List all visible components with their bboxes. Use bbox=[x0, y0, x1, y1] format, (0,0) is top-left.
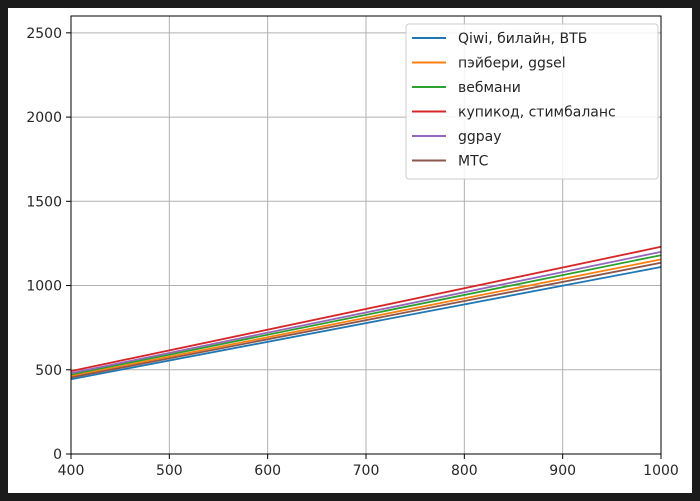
legend-box bbox=[405, 23, 659, 180]
legend-label: МТС bbox=[458, 154, 489, 170]
y-tick-label: 1500 bbox=[26, 194, 62, 210]
x-tick-label: 1000 bbox=[643, 463, 679, 479]
legend-label: Qiwi, билайн, ВТБ bbox=[458, 31, 587, 47]
line-chart: 400 500 600 700 800 900 1000 0 500 1000 1500 2000 25… bbox=[26, 15, 679, 479]
x-tick-label: 900 bbox=[549, 463, 576, 479]
legend-label: ggpay bbox=[458, 129, 502, 145]
series-line bbox=[70, 254, 662, 376]
x-tick-label: 700 bbox=[353, 463, 380, 479]
y-tick-label: 0 bbox=[53, 447, 62, 463]
legend-label: пэйбери, ggsel bbox=[458, 56, 566, 72]
y-tick-label: 2500 bbox=[26, 26, 62, 42]
y-tick-label: 1000 bbox=[26, 279, 62, 295]
series-lines bbox=[70, 245, 662, 381]
legend-label: вебмани bbox=[458, 80, 521, 96]
x-tick-label: 400 bbox=[58, 463, 85, 479]
series-line bbox=[70, 250, 662, 375]
figure: 400 500 600 700 800 900 1000 0 500 1000 1500 2000 25… bbox=[8, 8, 692, 493]
series-line bbox=[70, 245, 662, 372]
x-tick-label: 500 bbox=[156, 463, 183, 479]
legend-label: купикод, стимбаланс bbox=[458, 105, 616, 121]
legend: Qiwi, билайн, ВТБ пэйбери, ggsel вебмани ку… bbox=[405, 23, 659, 180]
series-line bbox=[70, 266, 662, 381]
axis-ticks: 400 500 600 700 800 900 1000 0 500 1000 1500 2000 25… bbox=[26, 26, 678, 479]
x-tick-label: 600 bbox=[254, 463, 281, 479]
y-tick-label: 2000 bbox=[26, 110, 62, 126]
x-tick-label: 800 bbox=[451, 463, 478, 479]
series-line bbox=[70, 258, 662, 378]
y-tick-label: 500 bbox=[35, 363, 62, 379]
series-line bbox=[70, 261, 662, 379]
